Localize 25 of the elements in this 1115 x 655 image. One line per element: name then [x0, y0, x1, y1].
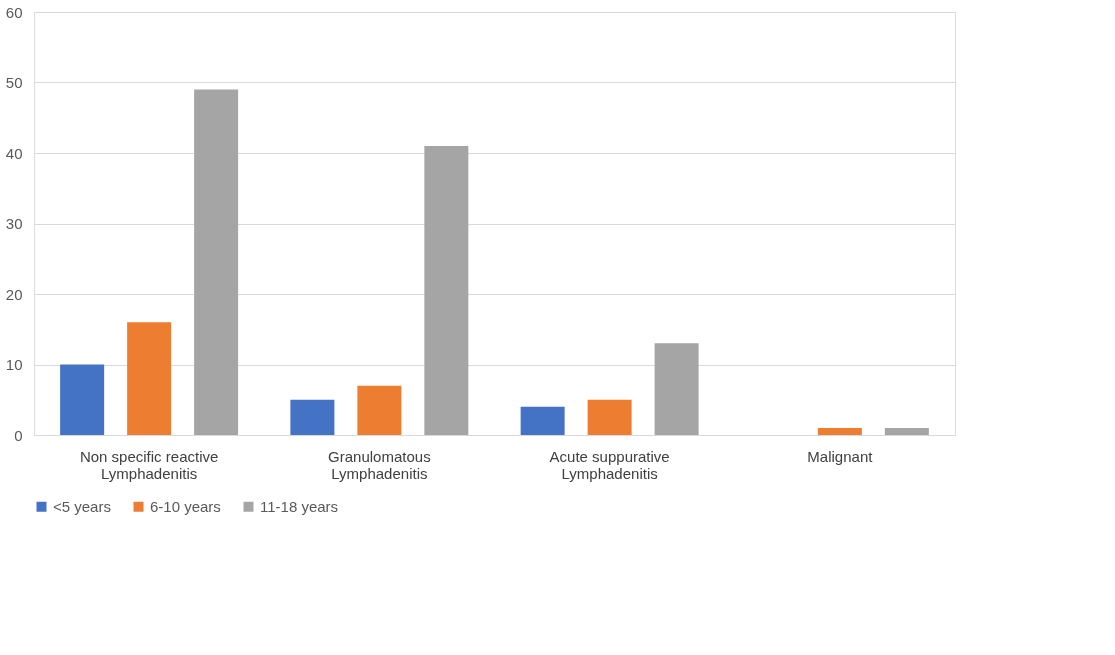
x-tick-label: Non specific reactive Lymphadenitis	[79, 447, 219, 482]
y-tick-label: 10	[5, 356, 23, 373]
y-tick-label: 0	[14, 426, 23, 444]
y-tick-label: 40	[5, 144, 23, 162]
bar	[817, 427, 862, 435]
bar	[194, 89, 239, 435]
bar	[424, 145, 469, 435]
bar	[290, 399, 335, 435]
bar	[654, 343, 699, 435]
x-tick-label: Acute suppurative Lymphadenitis	[549, 447, 670, 482]
y-tick-label: 20	[5, 285, 23, 303]
x-tick-label: Malignant	[807, 447, 874, 465]
legend-label: <5 years	[53, 497, 111, 515]
legend-label: 11-18 years	[260, 497, 339, 515]
bar	[884, 427, 929, 435]
bar	[357, 385, 402, 435]
y-tick-label: 50	[5, 74, 23, 91]
y-tick-label: 60	[5, 3, 23, 21]
x-tick-label: Granulomatous Lymphadenitis	[328, 447, 431, 482]
bar	[127, 322, 172, 435]
bar	[587, 399, 632, 435]
bar	[520, 406, 565, 435]
bar	[60, 364, 105, 435]
y-tick-label: 30	[5, 215, 23, 232]
legend-label: 6-10 years	[150, 497, 221, 515]
